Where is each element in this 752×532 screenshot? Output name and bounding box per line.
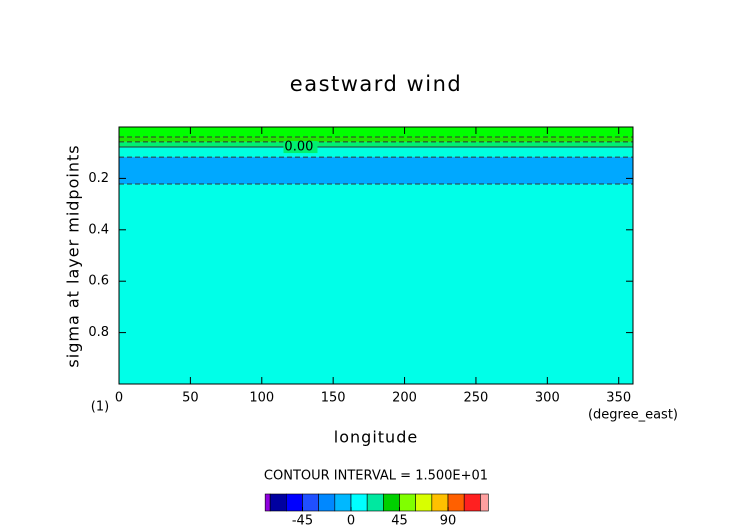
contour-band (119, 157, 633, 185)
colorbar-box (366, 493, 384, 512)
colorbar-title: CONTOUR INTERVAL = 1.500E+01 (264, 469, 488, 484)
colorbar-box (286, 493, 303, 512)
colorbar-box (350, 493, 368, 512)
colorbar-tick-label: 45 (391, 514, 408, 529)
colorbar-box (463, 493, 481, 512)
contour-band (119, 141, 633, 148)
x-axis-title: longitude (334, 428, 418, 447)
colorbar-tick-label: -45 (292, 514, 313, 529)
x-tick-label: 350 (606, 391, 631, 406)
colorbar-box (447, 493, 465, 512)
colorbar-box (431, 493, 449, 512)
colorbar-box (334, 493, 352, 512)
contour-band (119, 184, 633, 384)
y-tick-label: 0.8 (88, 325, 109, 340)
x-tick-label: 300 (535, 391, 560, 406)
colorbar-box (302, 493, 319, 512)
x-tick-label: 50 (182, 391, 199, 406)
colorbar-tick-label: 0 (347, 514, 355, 529)
y-tick-label: 0.4 (88, 222, 109, 237)
colorbar-box (480, 493, 489, 512)
colorbar-box (269, 493, 287, 512)
x-tick-label: 100 (249, 391, 274, 406)
contour-band (119, 127, 633, 138)
y-axis-title: sigma at layer midpoints (64, 144, 83, 367)
x-units: (degree_east) (588, 408, 678, 423)
colorbar-box (383, 493, 400, 512)
contour-band (119, 137, 633, 142)
y-tick-label: 0.6 (88, 274, 109, 289)
contour-band (119, 147, 633, 158)
colorbar-tick-label: 90 (440, 514, 457, 529)
chart-title: eastward wind (290, 72, 462, 96)
y-tick-label: 0.2 (88, 171, 109, 186)
colorbar-box (264, 493, 271, 512)
x-tick-label: 150 (321, 391, 346, 406)
plot-frame (118, 126, 634, 385)
contour-label-bg (283, 141, 318, 154)
x-tick-label: 250 (464, 391, 489, 406)
contour-label: 0.00 (284, 140, 313, 155)
colorbar-box (399, 493, 416, 512)
x-tick-label: 200 (392, 391, 417, 406)
y-units: (1) (91, 400, 109, 415)
colorbar-box (415, 493, 433, 512)
x-tick-label: 0 (115, 391, 123, 406)
colorbar-box (318, 493, 336, 512)
